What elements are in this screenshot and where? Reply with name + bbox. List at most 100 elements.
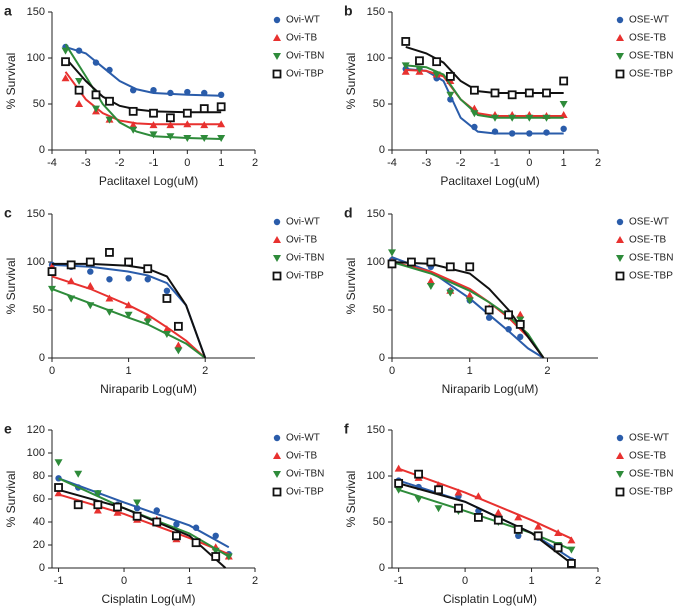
point xyxy=(513,524,523,534)
y-tick-label: 0 xyxy=(39,562,45,574)
point xyxy=(93,506,102,514)
legend-marker xyxy=(272,487,282,497)
legend-marker xyxy=(272,271,282,281)
legend-marker xyxy=(616,255,624,262)
panel-letter: a xyxy=(4,3,12,19)
legend-label: Ovi-TBP xyxy=(286,271,324,282)
point xyxy=(394,486,403,494)
point xyxy=(124,257,134,267)
point xyxy=(470,110,479,118)
point xyxy=(105,116,114,124)
point xyxy=(130,87,137,94)
x-tick-label: 1 xyxy=(561,157,567,169)
point xyxy=(216,102,226,112)
point xyxy=(505,326,512,333)
legend-label: Ovi-TBP xyxy=(286,69,324,80)
y-axis-label: % Survival xyxy=(344,258,358,315)
legend-label: Ovi-TBN xyxy=(286,469,324,480)
x-tick-label: 2 xyxy=(252,575,258,587)
point xyxy=(91,90,101,100)
point xyxy=(166,113,175,123)
y-tick-label: 50 xyxy=(373,304,385,316)
point xyxy=(61,74,70,82)
point xyxy=(567,559,576,568)
legend-label: OSE-TBP xyxy=(629,271,673,282)
point xyxy=(515,319,525,329)
point xyxy=(491,114,499,122)
x-tick-label: 0 xyxy=(389,365,395,377)
point xyxy=(432,57,442,67)
point xyxy=(524,88,534,98)
point xyxy=(166,133,175,141)
fit-curve xyxy=(398,467,572,540)
point xyxy=(113,508,122,516)
y-tick-label: 100 xyxy=(27,256,45,268)
y-axis-label: % Survival xyxy=(4,53,18,110)
point xyxy=(217,91,225,99)
x-tick-label: 1 xyxy=(218,157,224,169)
fit-curve xyxy=(398,482,573,565)
point xyxy=(407,257,416,267)
point xyxy=(166,121,175,129)
point xyxy=(150,87,157,94)
x-axis-label: Niraparib Log(uM) xyxy=(100,382,197,396)
point xyxy=(553,543,563,553)
point xyxy=(515,532,522,539)
point xyxy=(534,522,543,530)
point xyxy=(426,257,436,267)
point xyxy=(426,283,435,290)
point xyxy=(387,259,397,269)
fit-curve xyxy=(391,261,545,359)
legend-marker xyxy=(273,16,281,24)
y-tick-label: 100 xyxy=(367,256,385,268)
point xyxy=(465,262,475,272)
point xyxy=(162,325,171,333)
point xyxy=(54,483,63,492)
point xyxy=(85,257,95,267)
point xyxy=(414,469,423,479)
point xyxy=(173,521,180,528)
legend-marker xyxy=(616,236,624,243)
x-tick-label: 2 xyxy=(595,575,601,587)
point xyxy=(200,135,209,143)
y-tick-label: 0 xyxy=(379,144,385,156)
point xyxy=(61,47,70,55)
x-tick-label: -3 xyxy=(81,157,91,169)
x-axis-label: Cisplatin Log(uM) xyxy=(101,592,195,606)
point xyxy=(454,503,463,513)
point xyxy=(153,507,160,514)
y-tick-label: 80 xyxy=(33,470,45,482)
point xyxy=(184,88,191,96)
point xyxy=(485,314,493,321)
point xyxy=(152,517,162,527)
fit-curve xyxy=(405,68,564,135)
legend-marker xyxy=(272,69,282,79)
point xyxy=(93,490,102,498)
point xyxy=(445,262,455,272)
x-tick-label: 0 xyxy=(121,575,127,587)
y-tick-label: 50 xyxy=(373,516,385,528)
x-axis-label: Niraparib Log(uM) xyxy=(442,382,539,396)
panel-letter: b xyxy=(344,3,353,19)
point xyxy=(401,62,410,70)
point xyxy=(75,100,84,107)
point xyxy=(434,485,443,495)
x-tick-label: 0 xyxy=(462,575,468,587)
point xyxy=(567,536,576,544)
point xyxy=(132,511,142,521)
legend-marker xyxy=(273,218,281,226)
legend-label: Ovi-TB xyxy=(286,33,317,44)
x-tick-label: -1 xyxy=(490,157,500,169)
legend-marker xyxy=(616,434,624,442)
point xyxy=(201,89,208,97)
point xyxy=(484,305,494,315)
point xyxy=(162,294,172,303)
y-tick-label: 150 xyxy=(367,424,385,436)
legend-label: OSE-TB xyxy=(629,235,667,246)
legend-label: OSE-TBP xyxy=(629,487,673,498)
point xyxy=(163,287,171,294)
point xyxy=(415,56,424,66)
point xyxy=(559,111,568,119)
x-tick-label: 2 xyxy=(595,157,601,169)
